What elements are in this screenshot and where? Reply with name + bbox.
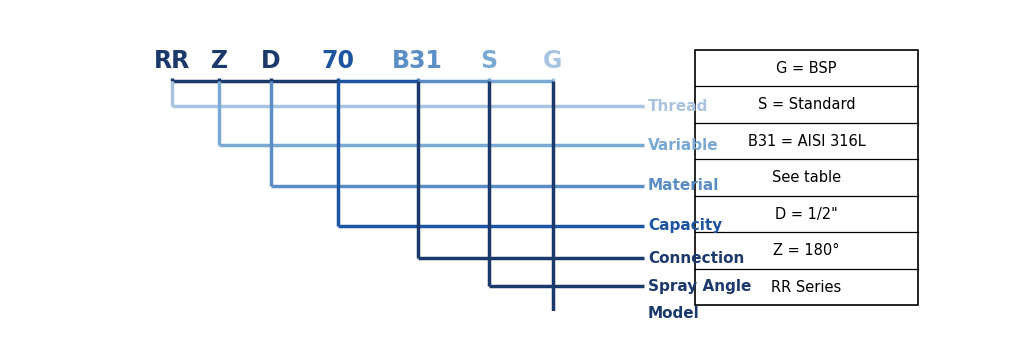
Text: Thread: Thread: [648, 99, 709, 114]
Text: 70: 70: [322, 49, 354, 73]
Text: RR: RR: [154, 49, 189, 73]
Text: Model: Model: [648, 306, 699, 321]
Text: D = 1/2": D = 1/2": [775, 207, 838, 222]
Text: RR Series: RR Series: [771, 280, 842, 295]
Text: B31 = AISI 316L: B31 = AISI 316L: [748, 134, 865, 149]
Text: G: G: [543, 49, 562, 73]
Text: Variable: Variable: [648, 138, 719, 153]
Text: See table: See table: [772, 170, 841, 185]
Text: Material: Material: [648, 178, 719, 193]
Text: Z = 180°: Z = 180°: [773, 243, 840, 258]
Text: G = BSP: G = BSP: [776, 61, 837, 76]
Text: Connection: Connection: [648, 251, 744, 266]
Text: S = Standard: S = Standard: [758, 97, 855, 112]
FancyBboxPatch shape: [695, 50, 918, 305]
Text: S: S: [480, 49, 498, 73]
Text: Z: Z: [211, 49, 227, 73]
Text: B31: B31: [392, 49, 443, 73]
Text: Spray Angle: Spray Angle: [648, 279, 752, 294]
Text: Capacity: Capacity: [648, 218, 722, 233]
Text: D: D: [261, 49, 281, 73]
